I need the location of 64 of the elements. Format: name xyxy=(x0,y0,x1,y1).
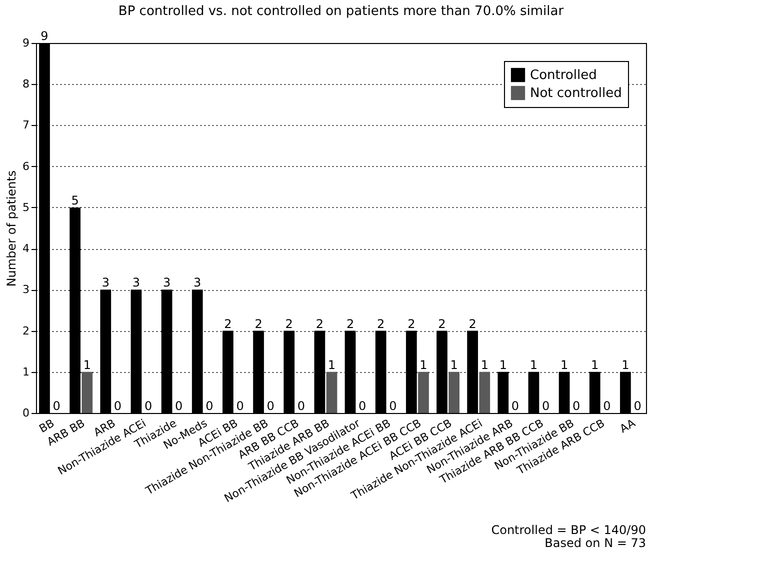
y-tick-label: 7 xyxy=(22,118,30,132)
data-label: 0 xyxy=(389,399,397,413)
data-label: 1 xyxy=(480,358,488,372)
data-label: 1 xyxy=(591,358,599,372)
data-label: 0 xyxy=(266,399,274,413)
y-tick-label: 4 xyxy=(22,242,30,256)
x-tick-label: AA xyxy=(618,416,638,436)
data-label: 0 xyxy=(175,399,183,413)
chart-title: BP controlled vs. not controlled on patients more than 70.0% similar xyxy=(118,4,564,19)
y-tick-label: 2 xyxy=(22,324,30,338)
data-label: 3 xyxy=(194,276,202,290)
bar xyxy=(479,372,490,413)
bar xyxy=(82,372,93,413)
text: Controlled = BP < 140/90 xyxy=(491,523,646,537)
data-label: 2 xyxy=(224,316,232,331)
data-label: 0 xyxy=(542,399,550,413)
data-label: 2 xyxy=(285,316,293,331)
data-label: 0 xyxy=(603,399,611,413)
data-label: 5 xyxy=(71,193,79,208)
data-label: 2 xyxy=(316,316,324,331)
data-label: 0 xyxy=(144,399,152,413)
data-label: 0 xyxy=(236,399,244,413)
data-label: 0 xyxy=(206,399,214,413)
data-label: 2 xyxy=(254,316,262,331)
data-label: 0 xyxy=(572,399,580,413)
data-label: 1 xyxy=(420,358,428,372)
data-label: 1 xyxy=(530,358,538,372)
data-label: 1 xyxy=(328,358,336,372)
legend-label: Not controlled xyxy=(530,86,622,101)
data-label: 3 xyxy=(102,276,110,290)
data-label: 0 xyxy=(358,399,366,413)
y-tick-label: 6 xyxy=(22,160,30,173)
data-label: 2 xyxy=(377,316,385,331)
y-tick-label: 9 xyxy=(22,36,30,50)
data-label: 0 xyxy=(114,399,122,413)
bar xyxy=(326,372,338,413)
text: Based on N = 73 xyxy=(544,536,646,550)
data-label: 2 xyxy=(346,316,354,331)
data-label: 1 xyxy=(83,358,91,372)
bar xyxy=(448,372,460,413)
bar xyxy=(284,330,295,413)
data-label: 2 xyxy=(438,316,446,331)
y-axis-title: Number of patients xyxy=(4,170,18,287)
y-tick-label: 1 xyxy=(22,365,30,378)
data-label: 3 xyxy=(162,276,171,290)
y-tick-label: 8 xyxy=(22,78,30,91)
data-label: 1 xyxy=(450,358,458,372)
legend-label: Controlled xyxy=(530,68,597,83)
data-label: 3 xyxy=(132,276,140,290)
data-label: 1 xyxy=(499,358,507,372)
data-label: 0 xyxy=(634,399,642,413)
y-tick-label: 0 xyxy=(22,406,30,420)
data-label: 0 xyxy=(297,399,305,413)
data-label: 9 xyxy=(40,29,48,43)
data-label: 0 xyxy=(52,399,60,413)
bar xyxy=(418,372,429,413)
data-label: 0 xyxy=(511,399,520,413)
data-label: 2 xyxy=(408,316,416,331)
bar xyxy=(375,330,386,413)
data-label: 2 xyxy=(468,316,476,331)
data-label: 1 xyxy=(622,358,630,372)
y-tick-label: 5 xyxy=(22,200,30,214)
y-tick-label: 3 xyxy=(22,283,30,296)
data-label: 1 xyxy=(560,358,568,372)
